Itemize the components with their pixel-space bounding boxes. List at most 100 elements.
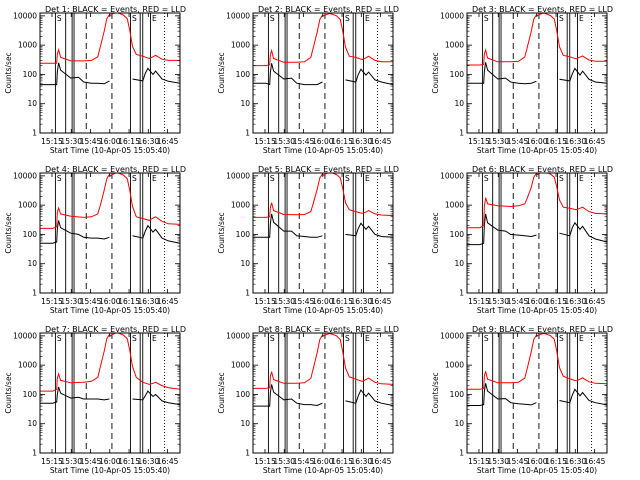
x-tick-label: 15:45 <box>80 297 102 306</box>
series-line-lld <box>467 173 607 229</box>
x-tick-label: 16:30 <box>565 297 587 306</box>
y-tick-label: 1 <box>245 449 250 458</box>
event-annotation-label: S <box>559 334 564 343</box>
y-tick-label: 10 <box>27 419 37 428</box>
x-axis-title: Start Time (10-Apr-05 15:05:40) <box>50 146 170 155</box>
y-tick-label: 10000 <box>13 171 37 180</box>
x-tick-label: 16:15 <box>545 137 567 146</box>
x-tick-label: 16:30 <box>138 457 160 466</box>
event-annotation-label: S <box>132 174 137 183</box>
x-tick-label: 15:30 <box>487 137 509 146</box>
event-annotation-label: E <box>579 174 584 183</box>
y-tick-label: 10000 <box>440 171 464 180</box>
y-tick-label: 100 <box>450 230 465 239</box>
y-tick-label: 1000 <box>231 361 250 370</box>
x-tick-label: 16:15 <box>118 137 140 146</box>
event-annotation-label: E <box>152 334 157 343</box>
panel-title: Det 7: BLACK = Events, RED = LLD <box>45 325 186 334</box>
x-tick-label: 16:45 <box>584 457 606 466</box>
panel-title: Det 8: BLACK = Events, RED = LLD <box>258 325 399 334</box>
panel-title: Det 9: BLACK = Events, RED = LLD <box>472 325 613 334</box>
event-annotation-label: S <box>345 334 350 343</box>
x-tick-label: 15:45 <box>293 297 315 306</box>
x-tick-label: 15:30 <box>273 297 295 306</box>
x-axis-title: Start Time (10-Apr-05 15:05:40) <box>263 466 383 475</box>
y-tick-label: 1 <box>32 449 37 458</box>
x-tick-label: 16:00 <box>99 457 121 466</box>
x-tick-label: 16:30 <box>138 137 160 146</box>
series-line-events <box>253 213 393 238</box>
x-tick-label: 15:30 <box>487 297 509 306</box>
x-tick-label: 16:00 <box>526 297 548 306</box>
x-tick-label: 16:15 <box>331 297 353 306</box>
x-tick-label: 15:15 <box>468 297 490 306</box>
event-annotation-label: S <box>484 334 489 343</box>
series-line-lld <box>40 173 180 229</box>
event-annotation-label: E <box>365 334 370 343</box>
y-tick-label: 1000 <box>18 41 37 50</box>
y-tick-label: 100 <box>236 390 251 399</box>
series-line-lld <box>253 333 393 389</box>
x-tick-label: 15:45 <box>507 297 529 306</box>
y-axis-title: Counts/sec <box>217 52 226 93</box>
x-tick-label: 16:00 <box>526 137 548 146</box>
event-annotation-label: E <box>579 334 584 343</box>
y-tick-label: 10 <box>240 99 250 108</box>
y-tick-label: 10 <box>27 259 37 268</box>
x-tick-label: 15:45 <box>507 457 529 466</box>
x-tick-label: 15:15 <box>254 137 276 146</box>
x-axis-title: Start Time (10-Apr-05 15:05:40) <box>50 466 170 475</box>
event-annotation-label: S <box>57 14 62 23</box>
y-tick-label: 1 <box>459 129 464 138</box>
x-tick-label: 16:30 <box>351 137 373 146</box>
plot-frame <box>252 12 394 134</box>
y-tick-label: 10 <box>240 259 250 268</box>
x-tick-label: 16:15 <box>118 297 140 306</box>
y-tick-label: 10 <box>454 259 464 268</box>
x-tick-label: 16:15 <box>118 457 140 466</box>
y-tick-label: 10 <box>240 419 250 428</box>
y-tick-label: 1000 <box>445 201 464 210</box>
series-line-lld <box>40 333 180 392</box>
x-tick-label: 16:30 <box>351 457 373 466</box>
event-annotation-label: S <box>132 14 137 23</box>
panel-title: Det 2: BLACK = Events, RED = LLD <box>258 5 399 14</box>
panel-title: Det 5: BLACK = Events, RED = LLD <box>258 165 399 174</box>
y-tick-label: 1000 <box>445 361 464 370</box>
event-annotation-label: S <box>559 14 564 23</box>
y-axis-title: Counts/sec <box>4 52 13 93</box>
x-axis-title: Start Time (10-Apr-05 15:05:40) <box>263 146 383 155</box>
series-line-events <box>467 62 607 85</box>
x-tick-label: 16:00 <box>99 137 121 146</box>
x-tick-label: 15:30 <box>273 457 295 466</box>
event-annotation-label: E <box>152 174 157 183</box>
x-tick-label: 15:45 <box>293 137 315 146</box>
event-annotation-label: S <box>345 14 350 23</box>
series-line-events <box>253 384 393 407</box>
event-annotation-label: S <box>270 174 275 183</box>
y-tick-label: 10 <box>454 419 464 428</box>
y-tick-label: 100 <box>23 390 38 399</box>
x-tick-label: 16:45 <box>370 137 392 146</box>
series-line-lld <box>253 173 393 218</box>
x-tick-label: 16:00 <box>312 457 334 466</box>
x-axis-title: Start Time (10-Apr-05 15:05:40) <box>477 466 597 475</box>
y-tick-label: 10000 <box>226 171 250 180</box>
y-tick-label: 1 <box>459 289 464 298</box>
event-annotation-label: S <box>132 334 137 343</box>
x-tick-label: 15:15 <box>468 137 490 146</box>
y-axis-title: Counts/sec <box>431 212 440 253</box>
panel-title: Det 3: BLACK = Events, RED = LLD <box>472 5 613 14</box>
x-tick-label: 15:30 <box>487 457 509 466</box>
plot-frame <box>466 172 608 294</box>
event-annotation-label: S <box>57 334 62 343</box>
y-axis-title: Counts/sec <box>431 52 440 93</box>
plot-frame <box>466 12 608 134</box>
series-line-events <box>253 63 393 86</box>
